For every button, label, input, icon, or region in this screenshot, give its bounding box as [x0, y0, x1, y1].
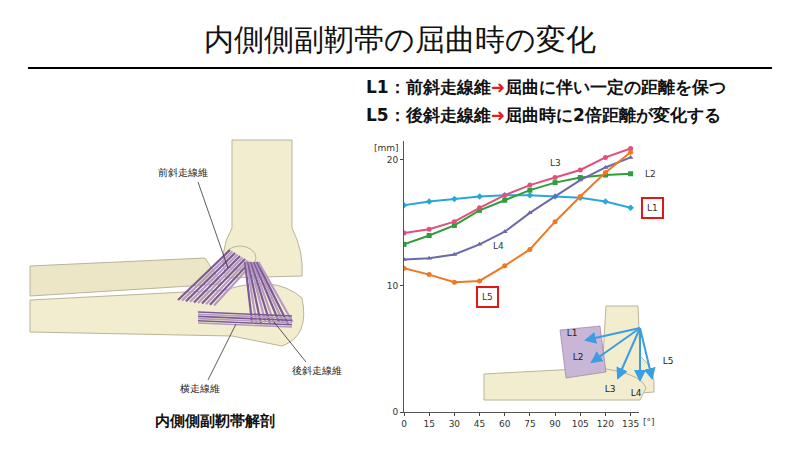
svg-text:L4: L4	[493, 241, 504, 251]
svg-text:60: 60	[499, 419, 511, 429]
svg-text:L2: L2	[573, 352, 584, 362]
svg-text:105: 105	[572, 419, 589, 429]
svg-text:[°]: [°]	[643, 417, 655, 427]
svg-text:前斜走線維: 前斜走線維	[158, 167, 208, 178]
svg-text:30: 30	[449, 419, 461, 429]
svg-text:内側側副靭帯の屈曲時の変化: 内側側副靭帯の屈曲時の変化	[204, 22, 596, 57]
svg-text:10: 10	[387, 281, 399, 291]
svg-text:L1：前斜走線維➜屈曲に伴い一定の距離を保つ: L1：前斜走線維➜屈曲に伴い一定の距離を保つ	[366, 77, 726, 97]
svg-text:0: 0	[392, 407, 398, 417]
svg-text:15: 15	[423, 419, 434, 429]
svg-text:L3: L3	[550, 158, 561, 168]
svg-text:L5: L5	[663, 356, 674, 366]
svg-text:内側側副靭帯解剖: 内側側副靭帯解剖	[155, 412, 275, 430]
svg-text:L4: L4	[631, 388, 642, 398]
svg-text:20: 20	[387, 155, 399, 165]
svg-text:L1: L1	[647, 203, 658, 213]
svg-text:0: 0	[401, 419, 407, 429]
svg-text:120: 120	[597, 419, 614, 429]
svg-text:L2: L2	[645, 169, 656, 179]
svg-text:[mm]: [mm]	[374, 143, 399, 153]
svg-text:L5：後斜走線維➜屈曲時に2倍距離が変化する: L5：後斜走線維➜屈曲時に2倍距離が変化する	[366, 105, 721, 125]
svg-text:後斜走線維: 後斜走線維	[292, 365, 342, 376]
svg-text:90: 90	[549, 419, 561, 429]
svg-text:横走線維: 横走線維	[180, 383, 220, 394]
svg-text:75: 75	[524, 419, 535, 429]
svg-text:135: 135	[622, 419, 639, 429]
svg-text:L3: L3	[605, 384, 616, 394]
svg-text:L1: L1	[567, 328, 578, 338]
svg-text:45: 45	[474, 419, 485, 429]
svg-text:L5: L5	[482, 292, 493, 302]
